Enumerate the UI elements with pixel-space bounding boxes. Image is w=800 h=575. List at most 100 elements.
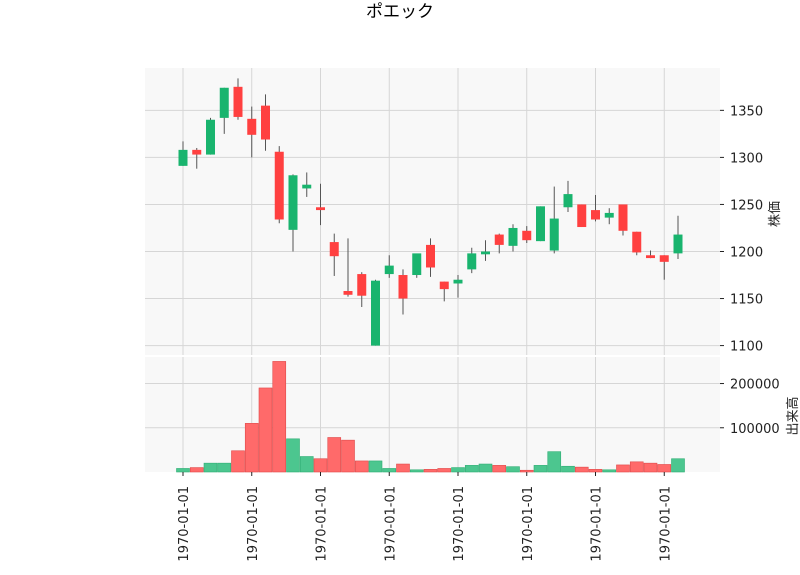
candle-body xyxy=(412,253,422,276)
volume-bars xyxy=(176,361,685,473)
volume-bar xyxy=(464,465,479,473)
volume-bar xyxy=(506,466,520,473)
volume-bar xyxy=(244,423,259,473)
candle-body xyxy=(219,87,229,118)
volume-bar xyxy=(354,460,369,473)
date-axis-ticks: 1970-01-01 1970-01-01 1970-01-01 1970-01-01… xyxy=(177,472,673,562)
volume-bar xyxy=(643,462,658,473)
candle-body xyxy=(481,251,490,255)
volume-bar xyxy=(602,469,617,473)
volume-bar xyxy=(327,437,342,473)
candle-body xyxy=(508,227,518,246)
candle-body xyxy=(659,255,669,262)
candle-body xyxy=(329,242,339,257)
candle-body xyxy=(288,175,298,230)
volume-bar xyxy=(313,458,328,473)
volume-bar xyxy=(176,468,190,473)
candle-body xyxy=(192,149,202,155)
candle-body xyxy=(439,281,449,290)
candle-body xyxy=(549,218,559,251)
volume-bar xyxy=(286,438,300,473)
candle-body xyxy=(178,149,188,166)
candle-body xyxy=(274,151,284,220)
candle-body xyxy=(398,275,408,299)
candle-body xyxy=(536,206,545,242)
date-tick-label: 1970-01-01 xyxy=(177,486,192,562)
volume-bar xyxy=(437,468,452,473)
candle-body xyxy=(343,291,353,295)
candle-body xyxy=(467,253,477,270)
candle-body xyxy=(632,231,642,253)
candle-body xyxy=(577,204,587,228)
candle-body xyxy=(247,118,257,135)
volume-bar xyxy=(341,439,355,473)
candle-body xyxy=(618,204,628,231)
candle-body xyxy=(673,234,683,254)
price-tick-label: 1100 xyxy=(730,340,763,355)
volume-bar xyxy=(258,387,273,473)
volume-bar xyxy=(423,469,438,473)
volume-bar xyxy=(478,463,493,473)
volume-bar xyxy=(574,466,589,473)
volume-bar xyxy=(492,465,507,473)
candle-body xyxy=(357,274,367,296)
volume-tick-label: 200000 xyxy=(730,378,780,393)
volume-bar xyxy=(272,361,287,473)
price-candles xyxy=(178,78,683,346)
chart-title: ポエック xyxy=(366,2,434,22)
candle-body xyxy=(206,119,215,155)
volume-bar xyxy=(203,462,218,473)
volume-bar xyxy=(396,463,410,473)
date-tick-label: 1970-01-01 xyxy=(315,486,330,562)
candle-body xyxy=(384,265,394,275)
volume-bar xyxy=(189,467,204,473)
volume-bar xyxy=(629,461,644,473)
volume-tick-label: 100000 xyxy=(730,422,780,437)
grid-lines xyxy=(145,68,720,472)
date-tick-label: 1970-01-01 xyxy=(658,486,673,562)
candle-body xyxy=(646,255,655,259)
price-tick-label: 1250 xyxy=(730,198,763,213)
date-tick-label: 1970-01-01 xyxy=(521,486,536,562)
candle-body xyxy=(591,210,600,220)
volume-bar xyxy=(451,467,465,473)
candle-body xyxy=(316,207,325,211)
volume-bar xyxy=(533,465,548,473)
candle-body xyxy=(426,244,435,268)
volume-bar xyxy=(588,469,603,473)
candle-body xyxy=(494,234,504,245)
candle-body xyxy=(604,212,614,218)
volume-bar xyxy=(231,450,245,473)
candle-body xyxy=(563,194,573,208)
price-axis-ticks: 1100 1150 1200 1250 1300 1350 xyxy=(720,104,763,355)
volume-axis-label: 出来高 xyxy=(785,396,800,435)
volume-bar xyxy=(657,464,672,473)
volume-bar xyxy=(409,469,424,473)
date-tick-label: 1970-01-01 xyxy=(383,486,398,562)
volume-axis-ticks: 100000 200000 xyxy=(720,378,780,437)
candle-body xyxy=(453,279,463,284)
volume-bar xyxy=(616,464,630,473)
candle-body xyxy=(302,184,312,189)
date-tick-label: 1970-01-01 xyxy=(246,486,261,562)
candle-body xyxy=(233,86,243,117)
price-tick-label: 1300 xyxy=(730,151,763,166)
price-tick-label: 1200 xyxy=(730,245,763,260)
date-tick-label: 1970-01-01 xyxy=(452,486,467,562)
date-tick-label: 1970-01-01 xyxy=(590,486,605,562)
volume-bar xyxy=(217,462,232,473)
price-axis-label: 株価 xyxy=(768,201,783,227)
volume-bar xyxy=(382,468,397,473)
volume-bar xyxy=(671,458,685,473)
volume-bar xyxy=(299,456,314,473)
volume-bar xyxy=(519,469,534,473)
candle-body xyxy=(371,280,380,346)
volume-bar xyxy=(368,460,383,473)
volume-bar xyxy=(547,451,562,473)
price-panel-background xyxy=(145,68,720,355)
price-tick-label: 1150 xyxy=(730,293,763,308)
candle-body xyxy=(522,230,532,241)
price-tick-label: 1350 xyxy=(730,104,763,119)
candle-body xyxy=(261,105,270,140)
